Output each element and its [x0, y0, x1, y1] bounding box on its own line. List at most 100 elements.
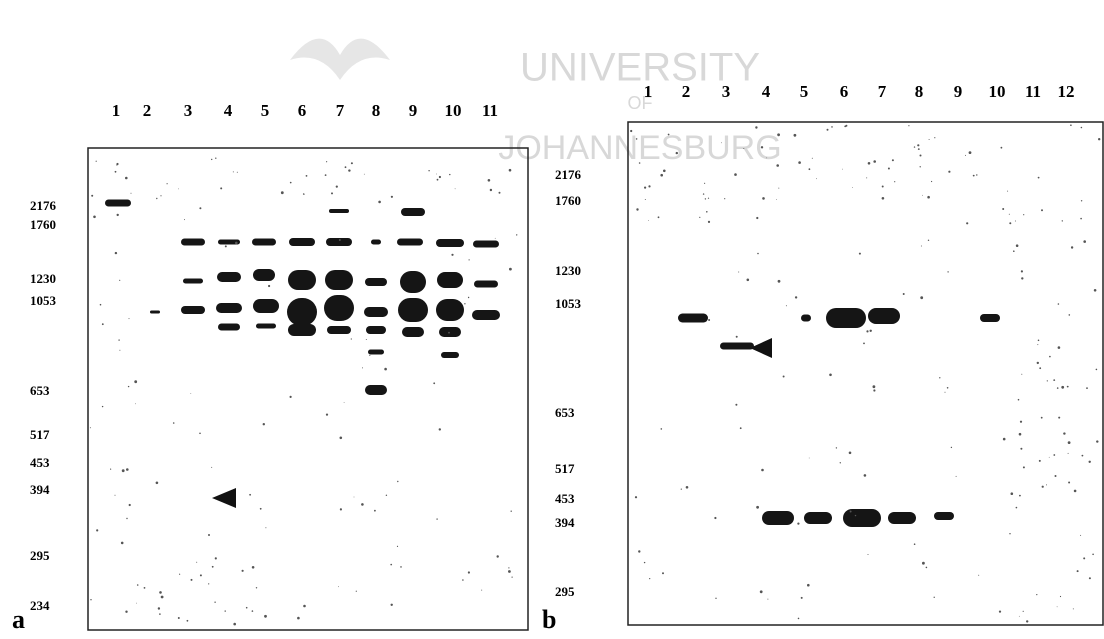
panel-label: a: [12, 605, 25, 634]
noise-speck: [487, 179, 491, 182]
noise-speck: [126, 517, 128, 520]
noise-speck: [190, 393, 192, 394]
noise-speck: [125, 610, 128, 613]
lane-label: 2: [682, 82, 691, 101]
gel-band: [826, 308, 866, 328]
noise-speck: [933, 596, 935, 598]
noise-speck: [130, 192, 132, 194]
noise-speck: [155, 481, 159, 485]
size-marker: 2176: [555, 167, 582, 182]
noise-speck: [1010, 492, 1014, 496]
noise-speck: [1048, 456, 1050, 458]
noise-speck: [116, 162, 119, 166]
gel-band: [720, 342, 754, 350]
gel-band: [980, 314, 1000, 322]
size-marker: 1053: [30, 293, 57, 308]
gel-band: [474, 280, 498, 288]
noise-speck: [944, 391, 946, 393]
noise-speck: [355, 590, 357, 592]
gel-band: [804, 512, 832, 524]
watermark-text: OF: [628, 93, 653, 113]
noise-speck: [873, 389, 876, 392]
noise-speck: [116, 213, 119, 217]
noise-speck: [948, 170, 951, 173]
noise-speck: [331, 192, 333, 195]
size-marker: 517: [555, 461, 575, 476]
noise-speck: [338, 586, 339, 588]
noise-speck: [128, 318, 130, 320]
gel-band: [364, 307, 388, 317]
noise-speck: [93, 215, 96, 219]
noise-speck: [891, 159, 894, 162]
noise-speck: [339, 508, 342, 511]
gel-band: [181, 238, 205, 246]
lane-label: 2: [143, 101, 152, 120]
noise-speck: [160, 195, 162, 197]
noise-speck: [867, 554, 869, 555]
noise-speck: [777, 133, 780, 137]
noise-speck: [1083, 240, 1086, 243]
noise-speck: [390, 195, 393, 198]
noise-speck: [866, 177, 868, 179]
noise-speck: [232, 171, 234, 173]
noise-speck: [738, 271, 740, 273]
gel-band: [252, 238, 276, 246]
noise-speck: [462, 579, 464, 581]
noise-speck: [1096, 440, 1099, 443]
noise-speck: [251, 566, 255, 569]
noise-speck: [927, 195, 930, 199]
noise-speck: [511, 576, 513, 578]
noise-speck: [1002, 437, 1006, 441]
noise-speck: [172, 422, 175, 424]
noise-speck: [735, 335, 738, 338]
noise-speck: [128, 503, 131, 507]
noise-speck: [121, 469, 125, 473]
gel-band: [324, 295, 354, 321]
noise-speck: [761, 468, 764, 472]
noise-speck: [1053, 379, 1056, 381]
lane-label: 8: [372, 101, 381, 120]
noise-speck: [1020, 447, 1023, 450]
noise-speck: [1076, 570, 1079, 573]
noise-speck: [662, 572, 664, 575]
noise-speck: [660, 428, 663, 430]
noise-speck: [811, 157, 813, 159]
watermark: UNIVERSITY OF JOHANNESBURG: [290, 38, 782, 167]
noise-speck: [1072, 608, 1074, 610]
noise-speck: [159, 591, 162, 594]
noise-speck: [199, 574, 202, 577]
noise-speck: [739, 427, 742, 430]
noise-speck: [1021, 277, 1024, 280]
noise-speck: [199, 207, 202, 210]
noise-speck: [927, 239, 930, 241]
noise-speck: [1009, 222, 1012, 225]
noise-speck: [199, 432, 201, 435]
noise-speck: [350, 338, 352, 340]
noise-speck: [119, 279, 121, 281]
size-marker: 1760: [555, 193, 581, 208]
noise-speck: [1026, 620, 1029, 623]
noise-speck: [90, 599, 92, 601]
noise-speck: [362, 367, 363, 369]
noise-speck: [449, 173, 451, 176]
noise-speck: [842, 168, 843, 170]
noise-speck: [902, 293, 905, 295]
gel-band: [288, 270, 316, 290]
noise-speck: [214, 557, 217, 560]
size-marker: 1230: [30, 271, 56, 286]
gel-band: [762, 511, 794, 525]
lane-label: 7: [878, 82, 887, 101]
noise-speck: [135, 403, 137, 405]
noise-speck: [516, 234, 518, 236]
noise-speck: [644, 199, 646, 200]
noise-speck: [1092, 553, 1094, 556]
noise-speck: [489, 188, 493, 192]
gel-band: [397, 238, 423, 246]
noise-speck: [494, 237, 496, 239]
gel-band: [327, 326, 351, 334]
lane-label: 3: [184, 101, 193, 120]
noise-speck: [917, 144, 920, 147]
size-marker: 653: [30, 383, 50, 398]
noise-speck: [708, 319, 711, 321]
noise-speck: [699, 216, 701, 218]
